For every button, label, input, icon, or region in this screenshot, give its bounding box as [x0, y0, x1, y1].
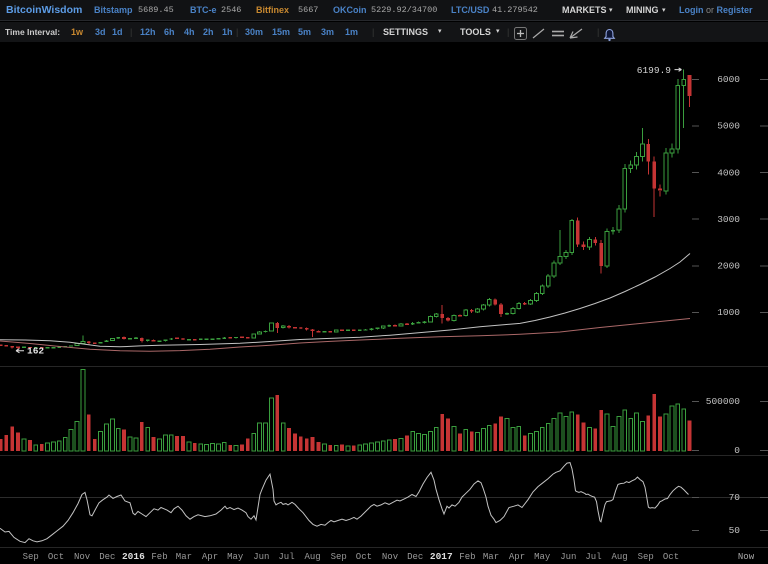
- svg-text:Sep: Sep: [23, 552, 39, 562]
- svg-text:Jun: Jun: [560, 552, 576, 562]
- svg-text:Sep: Sep: [638, 552, 654, 562]
- svg-text:Apr: Apr: [509, 552, 525, 562]
- svg-text:Mar: Mar: [176, 552, 192, 562]
- svg-text:Mar: Mar: [483, 552, 499, 562]
- svg-text:Nov: Nov: [382, 552, 399, 562]
- svg-text:4000: 4000: [717, 167, 740, 178]
- svg-text:70: 70: [729, 492, 741, 503]
- svg-text:Dec: Dec: [407, 552, 423, 562]
- svg-text:May: May: [534, 552, 551, 562]
- svg-text:162: 162: [27, 346, 44, 357]
- svg-text:2000: 2000: [717, 261, 740, 272]
- svg-text:Apr: Apr: [202, 552, 218, 562]
- svg-text:6000: 6000: [717, 74, 740, 85]
- svg-text:Dec: Dec: [99, 552, 115, 562]
- svg-text:1000: 1000: [717, 307, 740, 318]
- svg-text:Jun: Jun: [253, 552, 269, 562]
- svg-text:50: 50: [729, 525, 741, 536]
- svg-text:Sep: Sep: [331, 552, 347, 562]
- svg-text:Feb: Feb: [151, 552, 167, 562]
- svg-text:Feb: Feb: [459, 552, 475, 562]
- svg-text:Nov: Nov: [74, 552, 91, 562]
- svg-text:Oct: Oct: [663, 552, 679, 562]
- svg-text:3000: 3000: [717, 214, 740, 225]
- svg-text:2016: 2016: [122, 551, 145, 562]
- svg-text:500000: 500000: [706, 396, 741, 407]
- svg-text:Aug: Aug: [304, 552, 320, 562]
- svg-text:Aug: Aug: [611, 552, 627, 562]
- svg-text:May: May: [227, 552, 244, 562]
- svg-text:0: 0: [734, 445, 740, 456]
- svg-text:Jul: Jul: [278, 552, 294, 562]
- svg-text:Jul: Jul: [585, 552, 601, 562]
- svg-text:6199.9: 6199.9: [637, 65, 672, 76]
- svg-text:Oct: Oct: [356, 552, 372, 562]
- svg-text:2017: 2017: [430, 551, 453, 562]
- svg-text:Oct: Oct: [48, 552, 64, 562]
- svg-text:5000: 5000: [717, 121, 740, 132]
- svg-text:Now: Now: [738, 552, 755, 562]
